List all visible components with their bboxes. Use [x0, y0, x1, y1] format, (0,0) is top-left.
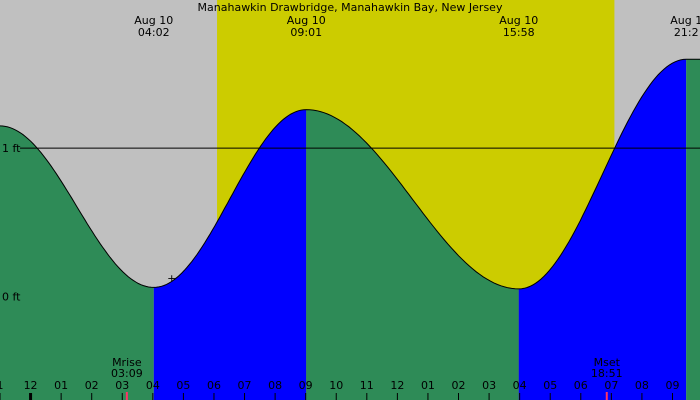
tide-date-label: Aug 10	[499, 14, 538, 27]
hour-tick-label: 02	[85, 379, 99, 392]
hour-tick-label: 1	[0, 379, 4, 392]
y-tick-label: 1 ft	[2, 142, 21, 155]
tide-time-label: 04:02	[138, 26, 170, 39]
tide-date-label: Aug 10	[134, 14, 173, 27]
hour-tick-label: 12	[390, 379, 404, 392]
hour-tick-label: 06	[574, 379, 588, 392]
hour-tick-label: 06	[207, 379, 221, 392]
chart-title: Manahawkin Drawbridge, Manahawkin Bay, N…	[198, 1, 503, 14]
hour-tick-label: 08	[268, 379, 282, 392]
y-tick-label: 0 ft	[2, 290, 21, 303]
tide-time-label: 09:01	[290, 26, 322, 39]
hour-tick-label: 03	[115, 379, 129, 392]
moon-event-time: 18:51	[591, 367, 623, 380]
hour-tick-label: 04	[146, 379, 160, 392]
tide-marker: +	[167, 272, 176, 285]
moon-event-label: Mset	[594, 356, 621, 369]
hour-tick-label: 05	[176, 379, 190, 392]
tide-date-label: Aug 1	[670, 14, 700, 27]
hour-tick-label: 09	[299, 379, 313, 392]
rising-tide-area	[518, 59, 687, 400]
hour-tick-label: 11	[360, 379, 374, 392]
hour-tick-label: 08	[635, 379, 649, 392]
hour-tick-label: 01	[421, 379, 435, 392]
hour-tick-label: 10	[329, 379, 343, 392]
hour-tick-label: 05	[543, 379, 557, 392]
x-axis: 1 12 01 02 03 04 05 06 07 08 09 10 11 12 01 02 03 04 05 06 0…	[0, 379, 679, 400]
tide-curve	[0, 58, 700, 290]
hour-tick-label: 07	[238, 379, 252, 392]
falling-tide-area	[306, 109, 519, 400]
hour-tick-label: 01	[54, 379, 68, 392]
tide-areas	[0, 59, 700, 400]
tide-date-label: Aug 10	[287, 14, 326, 27]
moon-event-label: Mrise	[112, 356, 142, 369]
hour-tick-label: 09	[665, 379, 679, 392]
rising-tide-area	[153, 109, 307, 400]
tide-time-label: 21:2	[674, 26, 699, 39]
falling-tide-area	[686, 59, 700, 400]
falling-tide-area	[0, 125, 154, 400]
hour-tick-label: 02	[452, 379, 466, 392]
moon-event-time: 03:09	[111, 367, 143, 380]
hour-tick-label: 03	[482, 379, 496, 392]
y-axis: 1 ft 0 ft +	[2, 142, 700, 303]
tide-time-label: 15:58	[503, 26, 535, 39]
hour-tick-label: 04	[513, 379, 527, 392]
hour-tick-label: 12	[24, 379, 38, 392]
hour-tick-label: 07	[604, 379, 618, 392]
